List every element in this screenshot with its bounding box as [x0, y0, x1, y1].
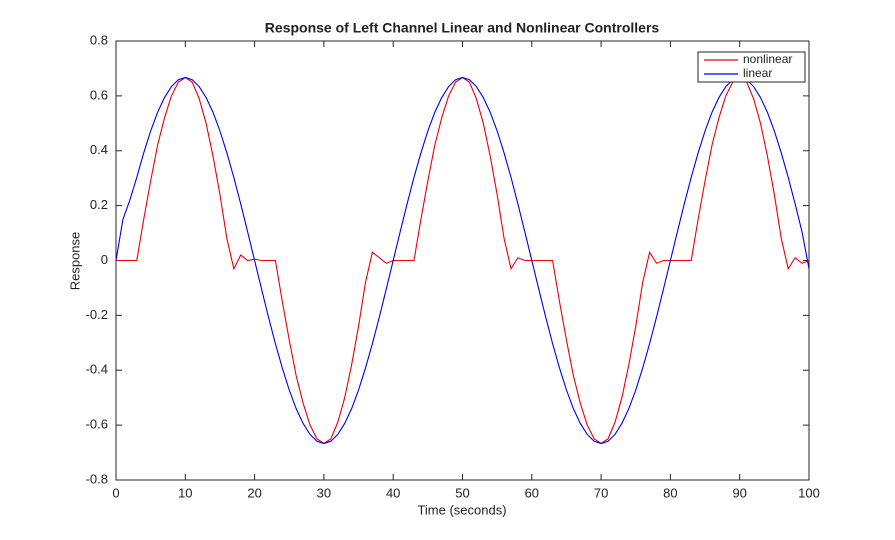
y-tick-label: -0.6	[86, 417, 108, 432]
x-tick-label: 10	[178, 485, 192, 500]
y-axis-label: Response	[67, 232, 82, 291]
x-tick-label: 70	[594, 485, 608, 500]
x-tick-label: 50	[455, 485, 469, 500]
plot-area	[115, 40, 810, 481]
y-tick-label: 0.6	[90, 87, 108, 102]
y-tick-label: 0.2	[90, 197, 108, 212]
x-tick-label: 80	[663, 485, 677, 500]
chart-title: Response of Left Channel Linear and Nonl…	[265, 20, 660, 36]
x-tick-label: 60	[525, 485, 539, 500]
x-tick-label: 90	[732, 485, 746, 500]
y-tick-label: 0.8	[90, 32, 108, 47]
legend-label: nonlinear	[743, 52, 792, 66]
x-tick-label: 40	[386, 485, 400, 500]
legend-box	[697, 51, 806, 83]
y-tick-label: -0.2	[86, 307, 108, 322]
x-axis-label: Time (seconds)	[417, 502, 506, 517]
line-series	[115, 76, 810, 445]
x-tick-label: 20	[247, 485, 261, 500]
x-tick-label: 0	[112, 485, 119, 500]
y-tick-label: 0.4	[90, 142, 108, 157]
x-tick-label: 30	[317, 485, 331, 500]
y-tick-label: -0.4	[86, 362, 108, 377]
x-tick-label: 100	[798, 485, 820, 500]
y-tick-label: -0.8	[86, 471, 108, 486]
legend-label: linear	[743, 66, 772, 80]
y-tick-label: 0	[101, 252, 108, 267]
